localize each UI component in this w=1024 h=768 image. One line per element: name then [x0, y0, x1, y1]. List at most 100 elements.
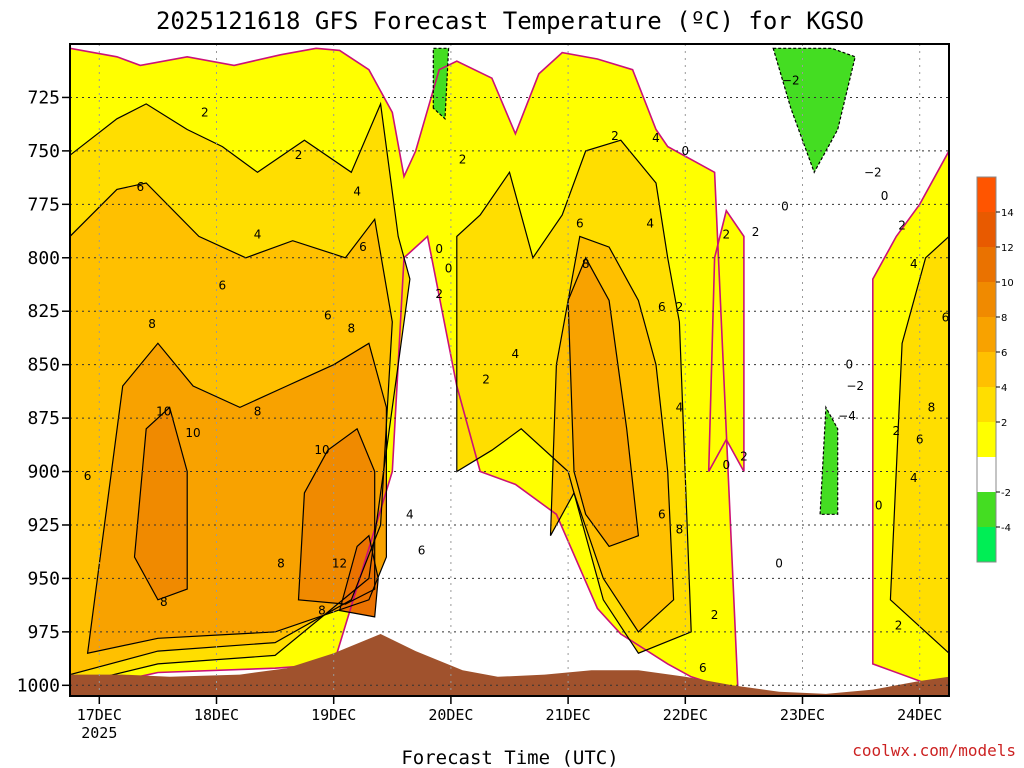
- y-tick-label-950: 950: [27, 568, 60, 589]
- colorbar-label-2: 2: [1001, 418, 1007, 429]
- contour-label-0: 2: [201, 105, 209, 119]
- contour-label-52: 0: [846, 358, 854, 372]
- temp-band-15: [433, 48, 449, 119]
- colorbar-swatch-10: [977, 177, 996, 212]
- contour-line-13: [772, 47, 856, 174]
- contour-label-53: −2: [846, 379, 864, 393]
- colorbar-label-12: 12: [1001, 243, 1014, 254]
- contour-label-25: 2: [482, 373, 490, 387]
- contour-label-8: 8: [148, 317, 156, 331]
- source-credit[interactable]: coolwx.com/models: [852, 741, 1016, 760]
- colorbar-swatch-1: [977, 492, 996, 527]
- contour-label-60: −4: [838, 409, 856, 423]
- contour-label-49: 2: [898, 219, 906, 233]
- colorbar-swatch-9: [977, 212, 996, 247]
- colorbar-label-14: 14: [1001, 208, 1014, 219]
- contour-line-9: [338, 534, 379, 618]
- contour-label-46: −2: [782, 73, 800, 87]
- colorbar-label--4: -4: [1001, 523, 1011, 534]
- contour-label-20: 0: [435, 242, 443, 256]
- contour-label-12: 8: [277, 556, 285, 570]
- contour-label-22: 2: [435, 287, 443, 301]
- contour-line-12: [889, 235, 949, 655]
- colorbar-frame: [976, 176, 997, 563]
- colorbar-label-10: 10: [1001, 278, 1014, 289]
- colorbar-swatch-0: [977, 527, 996, 562]
- contour-label-41: 2: [752, 225, 760, 239]
- contour-line-15: [432, 47, 450, 121]
- x-tick-label-17DEC: 17DEC: [77, 706, 122, 724]
- colorbar-swatch-5: [977, 352, 996, 387]
- y-tick-label-725: 725: [27, 87, 60, 108]
- temp-band-13: [773, 48, 856, 173]
- contour-label-10: 8: [347, 321, 355, 335]
- contour-label-19: 2: [459, 152, 467, 166]
- contour-line-10: [707, 208, 745, 472]
- plot-frame: [69, 43, 950, 697]
- contour-label-32: 6: [658, 300, 666, 314]
- contour-label-40: 2: [722, 227, 730, 241]
- x-axis: 17DEC 18DEC 19DEC 20DEC 21DEC 22DEC 23DEC 24DEC…: [77, 696, 942, 742]
- colorbar-label-6: 6: [1001, 348, 1007, 359]
- contour-label-58: 0: [875, 499, 883, 513]
- contour-line-7: [133, 406, 188, 601]
- y-tick-label-775: 775: [27, 194, 60, 215]
- temp-band-6: [568, 257, 639, 547]
- contour-line-8: [297, 427, 376, 605]
- colorbar-legend: -4 -2 2 4 6 8 10 12 14: [976, 176, 1014, 563]
- contour-label-24: 6: [418, 544, 426, 558]
- contour-label-55: 8: [928, 400, 936, 414]
- contour-label-37: 0: [681, 144, 689, 158]
- contour-label-35: 6: [658, 507, 666, 521]
- y-tick-label-975: 975: [27, 622, 60, 643]
- y-tick-label-800: 800: [27, 248, 60, 269]
- contour-label-47: −2: [864, 165, 882, 179]
- contour-lines: [70, 47, 949, 693]
- chart-title: 2025121618 GFS Forecast Temperature (ºC)…: [156, 7, 864, 35]
- contour-line-11: [871, 150, 949, 693]
- y-tick-label-900: 900: [27, 462, 60, 483]
- contour-line-14: [819, 405, 839, 515]
- x-tick-label-21DEC: 21DEC: [546, 706, 591, 724]
- colorbar-swatch-6: [977, 317, 996, 352]
- y-tick-label-825: 825: [27, 301, 60, 322]
- x-year-label: 2025: [81, 724, 117, 742]
- contour-label-5: 6: [219, 279, 227, 293]
- contour-label-54: 2: [892, 424, 900, 438]
- x-tick-label-22DEC: 22DEC: [663, 706, 708, 724]
- x-tick-label-23DEC: 23DEC: [780, 706, 825, 724]
- contour-label-51: 6: [942, 311, 950, 325]
- y-tick-label-875: 875: [27, 408, 60, 429]
- contour-label-13: 8: [318, 603, 326, 617]
- x-tick-label-19DEC: 19DEC: [311, 706, 356, 724]
- y-axis: 725 750 775 800 825 850 875 900 925 950 975 1000: [17, 87, 70, 696]
- y-tick-label-750: 750: [27, 141, 60, 162]
- contour-line-2: [456, 139, 692, 654]
- contour-label-33: 2: [676, 300, 684, 314]
- contour-label-2: 4: [254, 227, 262, 241]
- contour-label-44: 2: [740, 450, 748, 464]
- contour-label-27: 2: [611, 129, 619, 143]
- contour-label-56: 6: [916, 432, 924, 446]
- contour-label-18: 6: [84, 469, 92, 483]
- contour-label-1: 2: [295, 148, 303, 162]
- contour-label-6: 6: [324, 308, 332, 322]
- y-tick-label-925: 925: [27, 515, 60, 536]
- temp-band-7: [134, 407, 188, 600]
- contour-line-5: [86, 342, 387, 654]
- contour-label-23: 4: [406, 507, 414, 521]
- colorbar-swatch-3: [977, 422, 996, 457]
- contour-label-15: 10: [185, 426, 200, 440]
- contour-label-28: 6: [576, 217, 584, 231]
- y-tick-label-850: 850: [27, 355, 60, 376]
- colorbar-swatch-8: [977, 247, 996, 282]
- contour-label-3: 4: [353, 185, 361, 199]
- contour-label-9: 8: [254, 405, 262, 419]
- contour-label-31: 4: [646, 217, 654, 231]
- contour-label-14: 10: [156, 405, 171, 419]
- x-tick-label-20DEC: 20DEC: [428, 706, 473, 724]
- contour-label-59: 2: [895, 618, 903, 632]
- contour-label-26: 4: [512, 347, 520, 361]
- x-tick-label-24DEC: 24DEC: [897, 706, 942, 724]
